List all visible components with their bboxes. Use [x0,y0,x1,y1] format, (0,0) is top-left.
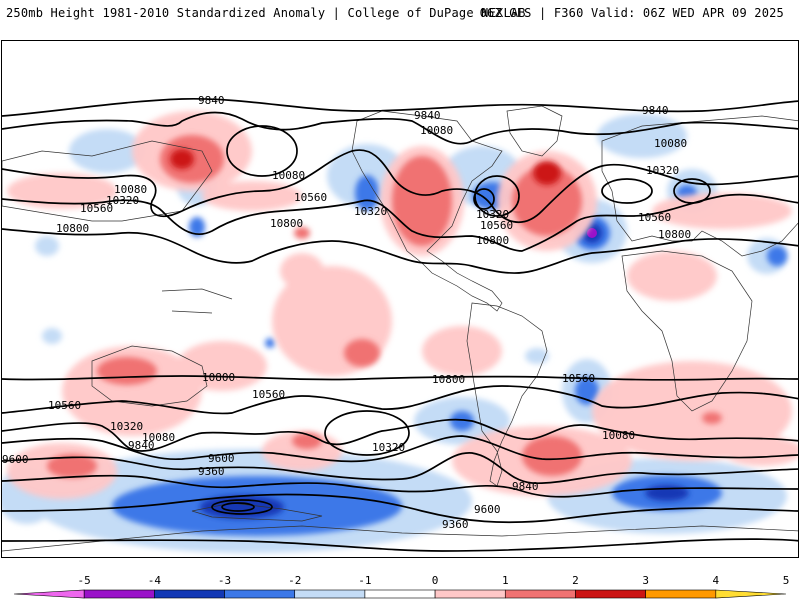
contour-label: 10320 [110,420,143,433]
colorbar-segment [154,589,225,599]
contour-label: 10800 [56,222,89,235]
model-run-info: 06Z GFS | F360 Valid: 06Z WED APR 09 202… [479,6,784,20]
contour-label: 10080 [602,429,635,442]
contour-label: 10560 [294,191,327,204]
colorbar-tick-label: 0 [432,574,439,587]
colorbar-tick-label: 4 [713,574,720,587]
contour-label: 9840 [512,480,539,493]
colorbar-tick-label: 5 [783,574,790,587]
colorbar-segment [715,589,787,599]
colorbar-segment [294,589,366,599]
anomaly-map: 9840 9840 9840 10080 10080 10080 10080 1… [1,40,799,558]
contour-label: 10800 [270,217,303,230]
height-contours [2,97,798,552]
colorbar-tick-label: -5 [78,574,91,587]
colorbar-segment [83,589,155,599]
contour-label: 10560 [252,388,285,401]
contour-label: 10320 [476,208,509,221]
negative-anomaly-extreme [587,228,597,238]
contour-label: 10560 [48,399,81,412]
contour-label: 9840 [642,104,669,117]
contour-label: 10800 [658,228,691,241]
contour-label: 10320 [354,205,387,218]
contour-label: 10560 [80,202,113,215]
contour-label: 9360 [442,518,469,531]
contour-label: 9840 [414,109,441,122]
contour-label: 10800 [202,371,235,384]
anomaly-map-svg: 9840 9840 9840 10080 10080 10080 10080 1… [2,94,798,553]
colorbar-segment [575,589,646,599]
contour-label: 10080 [654,137,687,150]
contour-label: 10080 [272,169,305,182]
contour-label: 10560 [562,372,595,385]
contour-label: 10320 [106,194,139,207]
colorbar-segment [224,589,296,599]
contour-label: 10800 [476,234,509,247]
contour-label: 9600 [2,453,29,466]
colorbar-tick-label: 2 [572,574,579,587]
contour-label: 9840 [198,94,225,107]
colorbar-tick-label: -4 [148,574,162,587]
coastlines [2,105,798,552]
contour-label: 10080 [142,431,175,444]
contour-label: 9360 [198,465,225,478]
contour-label: 10080 [420,124,453,137]
contour-label: 10320 [372,441,405,454]
anomaly-colorbar: -5 -4 -3 -2 -1 0 1 2 3 4 5 [13,574,790,599]
colorbar-tick-label: -1 [358,574,371,587]
colorbar-tick-label: -2 [288,574,301,587]
colorbar-tick-label: 1 [502,574,509,587]
colorbar-segment [13,589,85,599]
positive-anomaly-medium [47,135,722,478]
map-title: 250mb Height 1981-2010 Standardized Anom… [6,6,526,20]
contour-label: 10080 [114,183,147,196]
colorbar-tick-label: -3 [218,574,231,587]
positive-anomaly-strong [170,149,561,185]
colorbar-segment [364,589,436,599]
colorbar-segment [645,589,717,599]
contour-label: 9600 [208,452,235,465]
contour-label: 10320 [646,164,679,177]
colorbar-segment [434,589,506,599]
colorbar-segment [504,589,576,599]
contour-label: 9600 [474,503,501,516]
contour-label: 10800 [432,373,465,386]
colorbar-ticks: -5 -4 -3 -2 -1 0 1 2 3 4 5 [78,574,790,587]
contour-labels: 9840 9840 9840 10080 10080 10080 10080 1… [2,94,691,531]
colorbar-segments [13,589,787,599]
contour-label: 9840 [128,439,155,452]
colorbar-tick-label: 3 [642,574,649,587]
contour-label: 10560 [638,211,671,224]
contour-label: 10560 [480,219,513,232]
